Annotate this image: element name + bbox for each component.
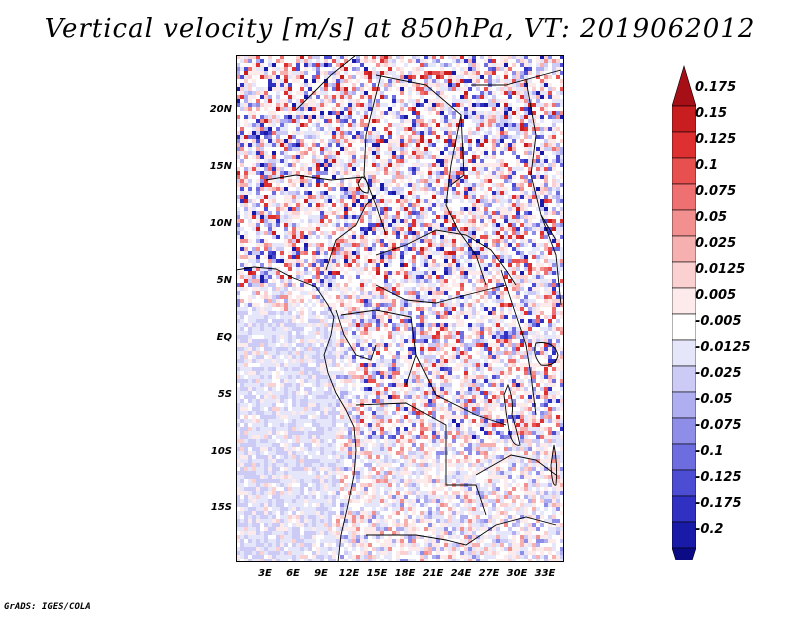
colorbar-swatch: [672, 131, 696, 159]
colorbar-swatch: [672, 313, 696, 341]
colorbar-label: -0.025: [695, 366, 742, 381]
lon-label-6e: 6E: [286, 568, 300, 579]
colorbar: [672, 64, 696, 560]
lake-chad: [357, 176, 369, 194]
border-congo: [340, 309, 417, 386]
grads-credit: GrADS: IGES/COLA: [4, 602, 91, 612]
colorbar-label: 0.005: [695, 288, 737, 303]
border-sudan-east: [525, 79, 557, 241]
lon-label-24e: 24E: [450, 568, 472, 579]
border-north3: [471, 69, 562, 86]
colorbar-swatch: [672, 261, 696, 289]
border-gabon: [335, 309, 377, 361]
colorbar-label: -0.2: [695, 522, 724, 537]
lat-label-10s: 10S: [210, 446, 232, 457]
colorbar-label: 0.1: [695, 158, 719, 173]
colorbar-label: 0.175: [695, 80, 737, 95]
colorbar-swatch: [672, 209, 696, 237]
lon-label-21e: 21E: [422, 568, 444, 579]
border-niger-chad: [363, 74, 387, 236]
border-ethiopia: [540, 214, 562, 306]
border-angola: [355, 402, 487, 516]
colorbar-swatch: [672, 417, 696, 445]
colorbar-label: 0.05: [695, 210, 728, 225]
map-frame: [236, 55, 564, 562]
lat-label-5s: 5S: [217, 389, 232, 400]
border-south: [366, 516, 557, 546]
colorbar-swatch: [672, 495, 696, 523]
lat-label-5n: 5N: [216, 275, 232, 286]
border-drc-east: [500, 269, 537, 416]
colorbar-label: -0.005: [695, 314, 742, 329]
lon-label-27e: 27E: [478, 568, 500, 579]
colorbar-swatch: [672, 391, 696, 419]
border-car: [375, 229, 517, 286]
lat-label-15s: 15S: [210, 502, 232, 513]
lat-label-15n: 15N: [209, 161, 232, 172]
lake-malawi: [550, 444, 558, 486]
border-drc: [415, 354, 507, 426]
lat-label-20n: 20N: [209, 104, 232, 115]
lon-label-9e: 9E: [314, 568, 328, 579]
colorbar-swatch: [672, 365, 696, 393]
colorbar-swatch: [672, 183, 696, 211]
colorbar-label: 0.15: [695, 106, 728, 121]
vertical-velocity-map: [236, 55, 564, 562]
lon-label-3e: 3E: [258, 568, 272, 579]
colorbar-label: -0.0125: [695, 340, 751, 355]
colorbar-swatch: [672, 64, 696, 107]
colorbar-swatch: [672, 521, 696, 549]
colorbar-swatch: [672, 287, 696, 315]
lat-label-10n: 10N: [209, 218, 232, 229]
west-coastline: [236, 266, 357, 562]
border-north: [295, 55, 357, 111]
colorbar-label: 0.075: [695, 184, 737, 199]
colorbar-label: -0.175: [695, 496, 742, 511]
map-panel: [236, 55, 564, 562]
lon-label-18e: 18E: [394, 568, 416, 579]
colorbar-label: 0.025: [695, 236, 737, 251]
colorbar-label: -0.075: [695, 418, 742, 433]
country-borders: [236, 55, 562, 562]
lon-label-12e: 12E: [338, 568, 360, 579]
lon-label-33e: 33E: [534, 568, 556, 579]
border-nigeria-cam: [325, 194, 377, 271]
colorbar-label: -0.1: [695, 444, 724, 459]
colorbar-swatch: [672, 157, 696, 185]
lake-tanganyika: [503, 383, 521, 446]
colorbar-label: -0.05: [695, 392, 733, 407]
colorbar-label: 0.0125: [695, 262, 746, 277]
border-zambia: [475, 454, 557, 476]
colorbar-swatch: [672, 547, 696, 560]
colorbar-swatch: [672, 235, 696, 263]
colorbar-swatch: [672, 339, 696, 367]
colorbar-label: 0.125: [695, 132, 737, 147]
lat-label-eq: EQ: [216, 332, 232, 343]
border-nigeria: [265, 174, 365, 181]
colorbar-swatch: [672, 469, 696, 497]
colorbar-swatch: [672, 443, 696, 471]
lake-victoria: [534, 342, 559, 366]
colorbar-label: -0.125: [695, 470, 742, 485]
lon-label-30e: 30E: [506, 568, 528, 579]
border-car-south: [375, 284, 507, 304]
lon-label-15e: 15E: [366, 568, 388, 579]
colorbar-swatch: [672, 105, 696, 133]
map-title: Vertical velocity [m/s] at 850hPa, VT: 2…: [44, 14, 756, 44]
border-chad-sudan: [445, 114, 487, 286]
velocity-field-shading: [236, 55, 564, 562]
